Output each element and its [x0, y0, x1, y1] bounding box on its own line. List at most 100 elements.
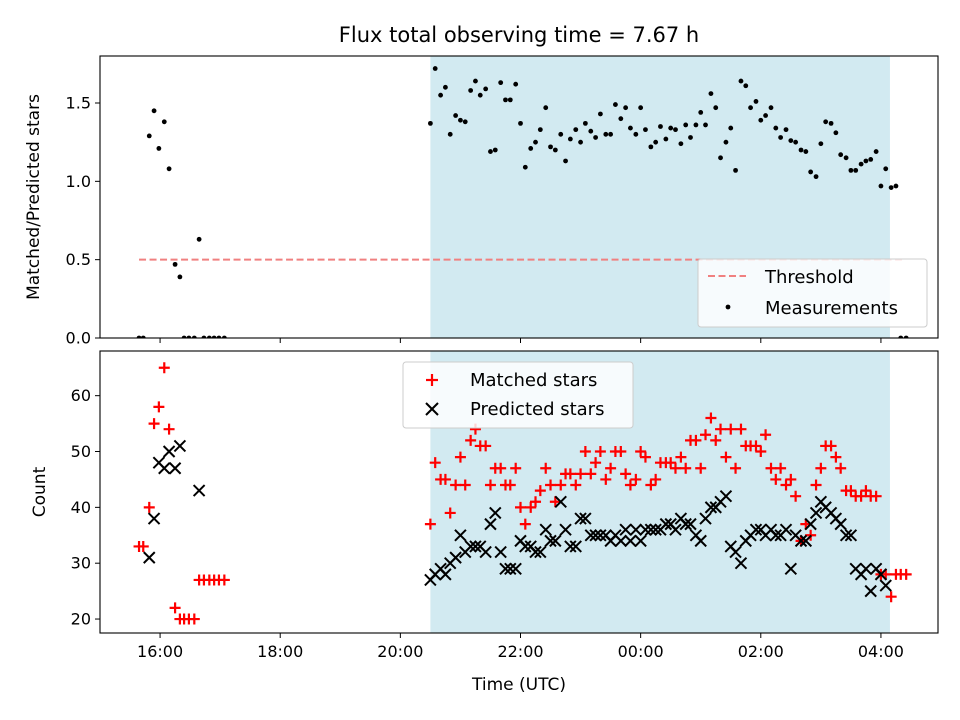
measurement-point [161, 119, 167, 125]
measurement-point [818, 141, 824, 147]
matched-star-point [153, 401, 165, 413]
matched-star-point [545, 479, 557, 491]
measurement-point [172, 261, 178, 267]
measurement-point [443, 84, 448, 90]
matched-legend-swatch [426, 374, 438, 386]
matched-star-point [158, 362, 170, 374]
measurement-point [628, 125, 633, 131]
predicted-star-point [859, 562, 873, 575]
predicted-star-point [629, 523, 643, 536]
measurement-point [582, 120, 588, 126]
measurement-point [678, 141, 684, 147]
predicted-star-point [439, 568, 452, 581]
measurement-point [432, 66, 438, 71]
matched-star-point [480, 440, 492, 452]
matched-star-point [620, 468, 632, 480]
predicted-star-point [784, 562, 798, 575]
matched-star-point [605, 462, 617, 474]
matched-star-point [680, 462, 692, 474]
predicted-star-point [564, 540, 577, 553]
measurement-point [608, 131, 614, 137]
measurement-point [503, 97, 508, 103]
measurement-point [708, 91, 714, 96]
predicted-star-point [544, 534, 557, 548]
measurement-point [638, 105, 644, 111]
measurement-point [191, 335, 197, 338]
matched-star-point [695, 462, 707, 474]
matched-star-point [790, 490, 802, 502]
predicted-star-point [499, 562, 512, 575]
measurement-point [186, 335, 192, 338]
x-axis-label: Time (UTC) [471, 675, 566, 695]
predicted-star-point [639, 523, 652, 536]
predicted-star-point [579, 512, 592, 525]
y-tick-label: 1.0 [66, 172, 91, 191]
bottom-panel-y-ticks: 20 30 40 50 60 [71, 386, 100, 629]
bottom-panel-legend: Matched stars Predicted stars [402, 361, 634, 429]
matched-star-point [575, 468, 587, 480]
predicted-star-point [649, 523, 662, 536]
measurement-point [166, 166, 172, 172]
measurement-point [537, 127, 543, 133]
y-tick-label: 1.5 [66, 94, 91, 113]
matched-star-point [785, 473, 797, 485]
measurement-point [658, 124, 663, 129]
measurement-point [522, 164, 528, 170]
measurement-point [648, 144, 654, 150]
predicted-star-point [799, 534, 813, 548]
predicted-star-point [704, 501, 718, 514]
measurement-point [548, 144, 553, 150]
matched-star-point [429, 457, 441, 469]
x-tick-label: 02:00 [738, 642, 784, 661]
measurement-point [738, 78, 744, 84]
measurement-point [848, 167, 854, 173]
top-panel-ylabel: Matched/Predicted stars [24, 94, 44, 300]
measurement-point [838, 152, 844, 158]
measurement-point [733, 167, 738, 173]
predicted-star-point [594, 529, 607, 542]
matched-star-point [525, 501, 537, 513]
matched-star-point [495, 462, 507, 474]
matched-star-point [163, 423, 175, 435]
matched-star-point [600, 473, 612, 485]
matched-star-point [459, 479, 471, 491]
predicted-legend-label: Predicted stars [470, 399, 604, 420]
predicted-star-point [192, 484, 206, 497]
bottom-panel-ylabel: Count [30, 466, 50, 517]
measurement-point [768, 105, 774, 111]
measurement-point [643, 127, 648, 133]
matched-star-point [690, 434, 702, 446]
measurements-legend-label: Measurements [765, 298, 898, 319]
predicted-star-point [173, 439, 187, 453]
predicted-star-point [864, 584, 877, 598]
predicted-star-point [729, 545, 742, 559]
predicted-star-point [158, 462, 171, 475]
measurement-point [518, 120, 523, 126]
x-tick-label: 20:00 [377, 642, 423, 661]
predicted-star-point [584, 529, 597, 542]
measurement-point [683, 122, 689, 128]
matched-star-point [424, 518, 436, 530]
predicted-star-point [694, 534, 707, 548]
matched-star-point [454, 451, 466, 463]
predicted-star-point [479, 545, 492, 559]
measurement-point [828, 120, 834, 126]
predicted-star-point [489, 506, 502, 520]
predicted-star-point [549, 534, 562, 548]
bottom-panel-marks [133, 362, 912, 625]
matched-star-point [710, 434, 722, 446]
y-tick-label: 0.0 [66, 329, 91, 348]
matched-star-point [519, 518, 531, 530]
matched-star-point [675, 451, 687, 463]
measurement-point [156, 146, 162, 151]
measurement-point [798, 147, 804, 153]
matched-star-point [534, 485, 546, 497]
measurement-point [146, 133, 152, 139]
measurement-point [528, 146, 534, 151]
matched-star-point [665, 457, 677, 469]
predicted-star-point [679, 517, 692, 531]
measurement-point [843, 155, 849, 161]
top-legend-box [697, 258, 928, 328]
matched-star-point [669, 462, 681, 474]
predicted-star-point [147, 512, 161, 525]
